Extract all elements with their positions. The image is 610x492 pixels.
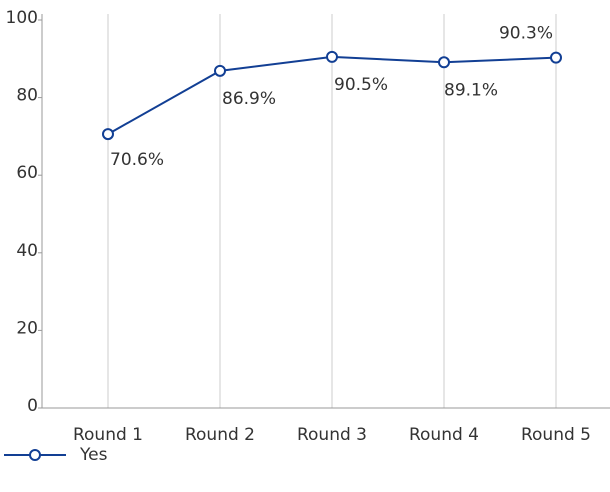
value-label: 86.9% bbox=[222, 89, 276, 109]
point bbox=[550, 51, 562, 64]
y-tick-label: 80 bbox=[16, 86, 38, 106]
point bbox=[438, 56, 450, 69]
y-tick-label: 60 bbox=[16, 163, 38, 183]
legend-marker bbox=[29, 449, 41, 461]
value-label: 90.5% bbox=[334, 75, 388, 95]
y-tick-label: 20 bbox=[16, 318, 38, 338]
x-tick-label: Round 1 bbox=[73, 425, 143, 445]
point bbox=[102, 128, 114, 141]
x-tick-label: Round 4 bbox=[409, 425, 479, 445]
x-tick-label: Round 5 bbox=[521, 425, 591, 445]
x-tick-label: Round 3 bbox=[297, 425, 367, 445]
y-tick-label: 100 bbox=[6, 8, 38, 28]
value-label: 89.1% bbox=[444, 80, 498, 100]
point bbox=[326, 50, 338, 63]
y-tick-label: 0 bbox=[27, 396, 38, 416]
y-tick-label: 40 bbox=[16, 241, 38, 261]
point bbox=[214, 64, 226, 77]
value-label: 90.3% bbox=[499, 24, 553, 44]
x-tick-label: Round 2 bbox=[185, 425, 255, 445]
legend-label: Yes bbox=[79, 445, 108, 465]
value-label: 70.6% bbox=[110, 150, 164, 170]
